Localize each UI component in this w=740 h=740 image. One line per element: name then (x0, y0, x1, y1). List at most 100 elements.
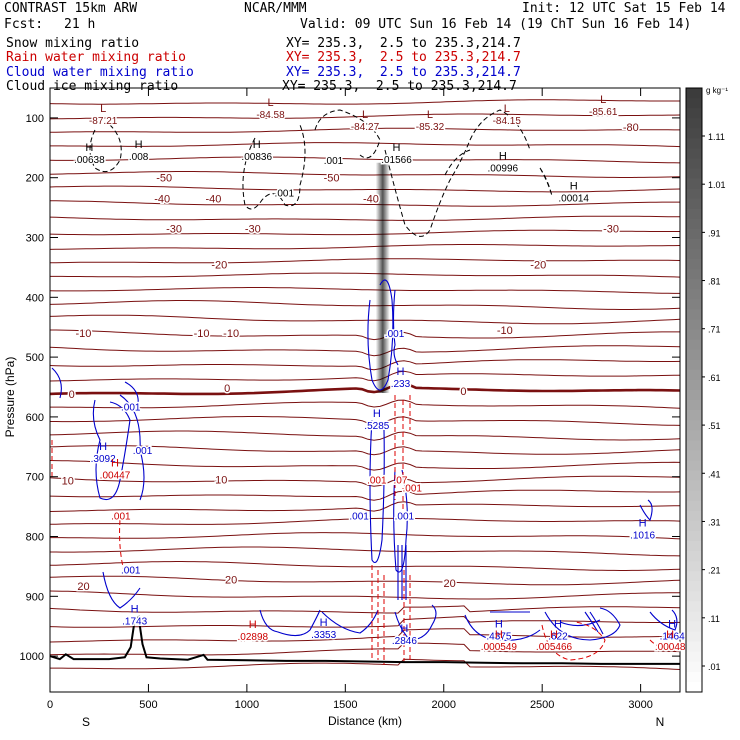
cloud-water-contour (394, 604, 437, 641)
cloud-water-contour (259, 609, 321, 637)
colorbar-swatch (686, 349, 702, 361)
field-name-rain: Rain water mixing ratio (6, 50, 187, 65)
colorbar-swatch (686, 148, 702, 159)
isotherm-line (49, 575, 681, 586)
isotherm-line (50, 546, 681, 557)
extremum-letter: L (267, 97, 273, 109)
colorbar-swatch (686, 470, 702, 482)
extremum-value: -85.61 (589, 107, 618, 118)
cloud-water-contour (464, 611, 541, 641)
isotherm-label: 20 (444, 578, 456, 590)
isotherm-line (49, 345, 681, 357)
cloud-water-contour (102, 571, 141, 609)
colorbar-swatch (686, 118, 702, 129)
colorbar-tick-label: .31 (708, 517, 721, 527)
cloud-water-contour (397, 545, 407, 600)
snow-contour (242, 124, 306, 210)
x-axis-label: Distance (km) (328, 714, 402, 728)
cloud-water-contour (51, 367, 62, 399)
extremum-letter: H (253, 139, 261, 151)
contour-value-label: .001 (275, 189, 295, 200)
extremum-letter: H (135, 139, 143, 151)
cloud-water-contour (584, 611, 604, 635)
colorbar-tick-label: .21 (708, 566, 721, 576)
snow-contour (444, 149, 471, 176)
fcst-value: 21 h (64, 17, 96, 32)
colorbar-swatch (686, 309, 702, 321)
extremum-value: .5285 (364, 421, 389, 432)
colorbar-swatch (686, 510, 702, 522)
south-label: S (82, 715, 90, 729)
cloud-ice-shading (375, 162, 390, 393)
extremum-letter: H (495, 618, 503, 630)
extremum-letter: H (396, 366, 404, 378)
extremum-value: .00996 (488, 164, 519, 175)
extremum-value: .1016 (630, 530, 655, 541)
colorbar-swatch (686, 108, 702, 119)
plot-frame (49, 87, 681, 693)
x-tick-label: 2000 (432, 699, 456, 711)
init-time: Init: 12 UTC Sat 15 Feb 14 (522, 1, 726, 16)
isotherm-label: 20 (225, 575, 237, 587)
extremum-letter: H (668, 618, 676, 630)
contour-value-label: .001 (403, 483, 423, 494)
colorbar-swatch (686, 168, 702, 180)
isotherm-line (49, 156, 681, 164)
isotherm-line (50, 142, 681, 148)
extremum-value: .00638 (74, 155, 105, 166)
isotherm-line (49, 244, 681, 250)
extremum-value: -84.15 (493, 116, 522, 127)
colorbar-swatch (686, 551, 702, 562)
colorbar-swatch (686, 228, 702, 240)
valid-time: Valid: 09 UTC Sun 16 Feb 14 (19 ChT Sun … (300, 17, 692, 32)
colorbar-swatch (686, 98, 702, 109)
extremum-letter: H (131, 603, 139, 615)
north-label: N (656, 715, 665, 729)
colorbar-swatch (686, 661, 702, 673)
extremum-value: .3353 (311, 630, 336, 641)
extremum-value: -85.32 (416, 122, 445, 133)
isotherm-line (49, 615, 681, 628)
cloud-water-contour (367, 279, 394, 391)
y-tick-label: 700 (26, 472, 44, 484)
colorbar-tick-label: .71 (708, 325, 721, 335)
isotherm-line (49, 517, 681, 525)
extremum-value: -84.58 (256, 110, 285, 121)
fcst-label: Fcst: (4, 17, 44, 32)
colorbar-unit: g kg⁻¹ (706, 86, 728, 95)
isotherm-line (49, 287, 680, 294)
isotherm-label: -10 (194, 328, 210, 340)
colorbar-swatch (686, 188, 702, 200)
isotherm-label: -30 (603, 224, 619, 236)
contour-value-label: .001 (385, 329, 405, 340)
colorbar-tick-label: .41 (708, 469, 721, 479)
extremum-letter: H (639, 517, 647, 529)
colorbar-swatch (686, 269, 702, 280)
field-name-cloud-water: Cloud water mixing ratio (6, 65, 194, 80)
colorbar-swatch (686, 379, 702, 391)
isotherm-line (50, 399, 681, 409)
field-xy-rain: XY= 235.3, 2.5 to 235.3,214.7 (286, 50, 521, 65)
extremum-letter: H (554, 618, 562, 630)
colorbar-swatch (686, 218, 702, 230)
colorbar-swatch (686, 571, 702, 582)
isotherm-line (49, 185, 681, 193)
field-xy-snow: XY= 235.3, 2.5 to 235.3,214.7 (286, 36, 521, 51)
colorbar-swatch (686, 249, 702, 260)
extremum-letter: L (504, 103, 510, 115)
x-tick-label: 3000 (628, 699, 652, 711)
contour-labels: -80 -50 -50 -40 -40 -40 -30 -30 -30 -20 -20 -10 -10 -… (60, 94, 687, 655)
extremum-value: .4375 (486, 631, 511, 642)
isotherm-line (49, 430, 681, 441)
isotherm-line (49, 229, 680, 236)
field-xy-cloud-water: XY= 235.3, 2.5 to 235.3,214.7 (286, 65, 521, 80)
isotherm-line (49, 113, 681, 120)
y-axis-label: Pressure (hPa) (3, 356, 17, 438)
x-tick-label: 0 (47, 699, 53, 711)
y-tick-label: 100 (26, 113, 44, 125)
contour-value-label: .001 (133, 446, 153, 457)
contour-value-label: .001 (367, 476, 387, 487)
colorbar-tick-label: .01 (708, 662, 721, 672)
colorbar-tick-label: .51 (708, 421, 721, 431)
colorbar-swatch (686, 611, 702, 623)
